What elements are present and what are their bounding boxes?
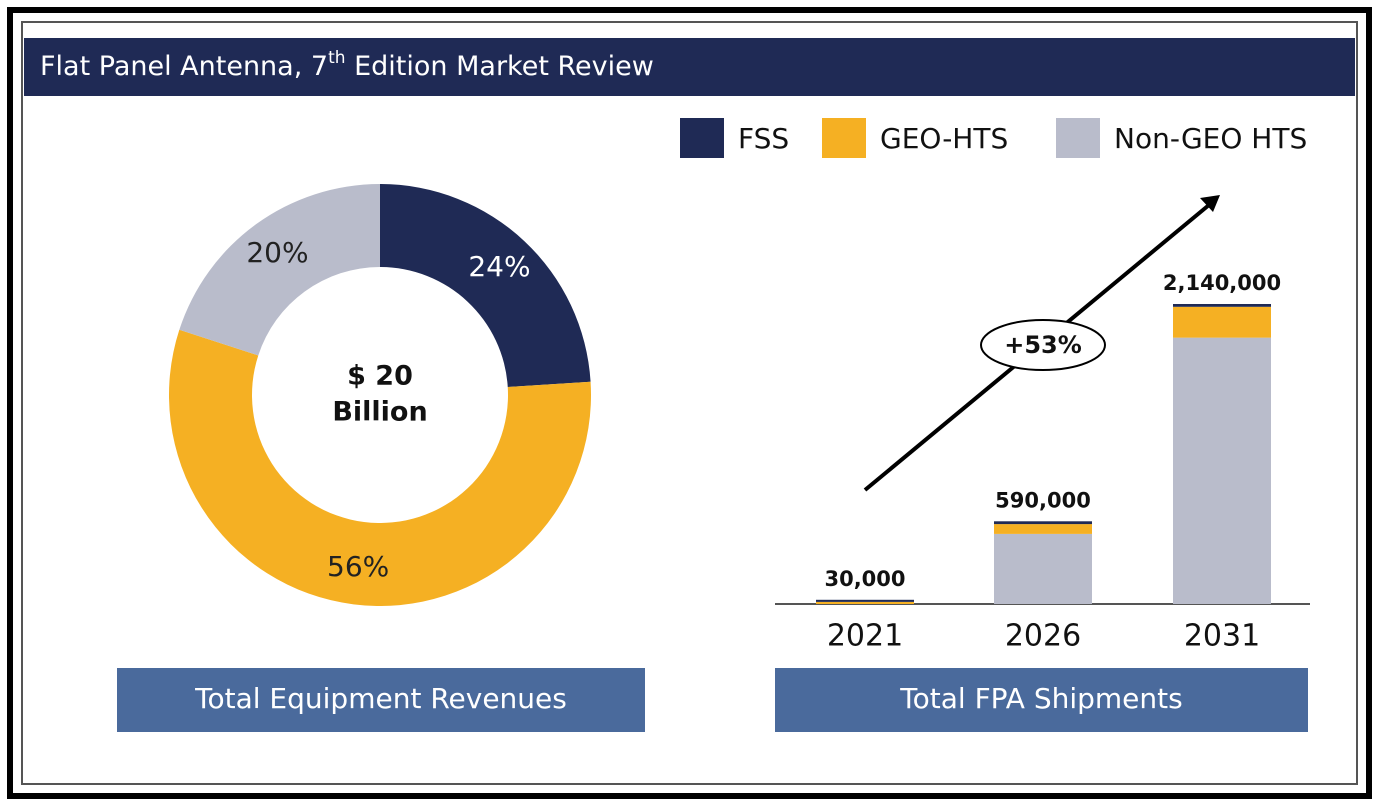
title-part: Edition Market Review [346,51,654,82]
x-tick-label: 2031 [1184,619,1260,654]
total-label: 2,140,000 [1163,271,1281,295]
legend-swatch [822,118,866,158]
donut-slice [380,184,591,387]
header-title: Flat Panel Antenna, 7th Edition Market R… [40,48,654,82]
total-label: 30,000 [824,567,905,591]
outer-frame [7,7,1372,799]
caption-box [117,668,645,732]
annotation-bubble [980,319,1106,371]
bar-segment [1173,306,1271,338]
legend-swatch [680,118,724,158]
x-tick-label: 2021 [827,619,903,654]
legend-label: GEO-HTS [880,122,1008,155]
title-part: Flat Panel Antenna, 7 [40,51,328,82]
legend-label: Non-GEO HTS [1114,122,1307,155]
bar-segment [816,601,914,604]
legend-label: FSS [738,122,789,155]
donut-slice [179,184,380,356]
slice-label: 56% [327,550,389,583]
x-tick-label: 2026 [1005,619,1081,654]
bar-segment [1173,337,1271,604]
header-bar [24,38,1355,96]
title-superscript: th [328,48,345,68]
bar-segment [994,521,1092,525]
legend-swatch [1056,118,1100,158]
slice-label: 24% [468,250,530,283]
center-label: $ 20 [347,361,413,392]
inner-frame [21,21,1358,785]
bar-segment [994,524,1092,534]
slice-label: 20% [246,236,308,269]
center-label: Billion [332,397,427,428]
bar-segment [994,533,1092,604]
donut-slice [168,329,591,607]
bar-segment [1173,304,1271,307]
caption: Total FPA Shipments [899,682,1182,715]
annotation: +53% [1004,331,1082,359]
bar-segment [816,599,914,602]
total-label: 590,000 [995,488,1091,512]
caption-box [775,668,1308,732]
caption: Total Equipment Revenues [194,682,567,715]
